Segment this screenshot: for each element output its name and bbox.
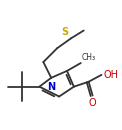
Text: CH₃: CH₃ xyxy=(82,53,96,62)
Text: N: N xyxy=(47,82,55,92)
Text: S: S xyxy=(61,27,68,37)
Text: OH: OH xyxy=(103,70,118,80)
Text: O: O xyxy=(89,98,96,108)
